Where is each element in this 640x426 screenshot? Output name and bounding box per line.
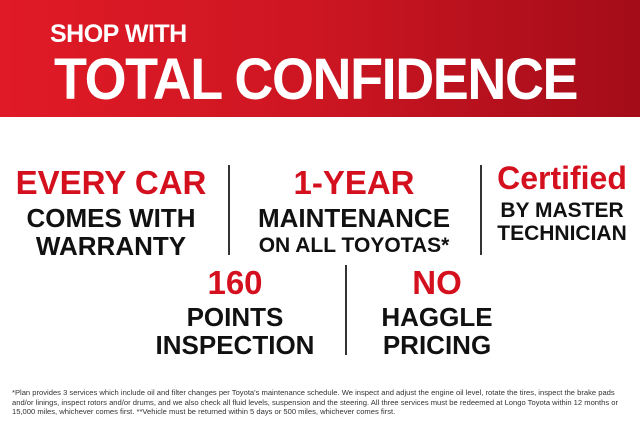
feature-highlight: 160 [207, 264, 263, 301]
feature-line: INSPECTION [155, 330, 315, 360]
feature-warranty: EVERY CAR COMES WITH WARRANTY [0, 166, 222, 259]
feature-line: HAGGLE [381, 302, 493, 332]
feature-highlight: NO [412, 264, 462, 301]
feature-highlight: Certified [497, 160, 627, 196]
feature-highlight: EVERY CAR [15, 164, 207, 201]
disclaimer: *Plan provides 3 services which include … [12, 388, 619, 417]
feature-no-haggle: NO HAGGLE PRICING [352, 266, 522, 358]
feature-line: COMES WITH [26, 203, 196, 233]
divider [228, 165, 230, 255]
feature-maintenance: 1-YEAR MAINTENANCE ON ALL TOYOTAS* [234, 166, 474, 256]
feature-line: POINTS [186, 302, 284, 332]
header-banner: SHOP WITH TOTAL CONFIDENCE [0, 0, 640, 117]
feature-highlight: 1-YEAR [293, 164, 415, 201]
feature-line: BY MASTER [500, 199, 624, 222]
feature-line: ON ALL TOYOTAS* [258, 234, 450, 257]
feature-line: WARRANTY [35, 231, 187, 261]
feature-line: MAINTENANCE [257, 203, 451, 233]
divider [345, 265, 347, 355]
divider [480, 165, 482, 255]
header-title: TOTAL CONFIDENCE [54, 47, 578, 112]
feature-certified: Certified BY MASTER TECHNICIAN [484, 162, 640, 244]
feature-line: PRICING [382, 330, 492, 360]
feature-inspection: 160 POINTS INSPECTION [130, 266, 340, 358]
header-subtitle: SHOP WITH [50, 20, 187, 48]
feature-line: TECHNICIAN [497, 222, 627, 245]
